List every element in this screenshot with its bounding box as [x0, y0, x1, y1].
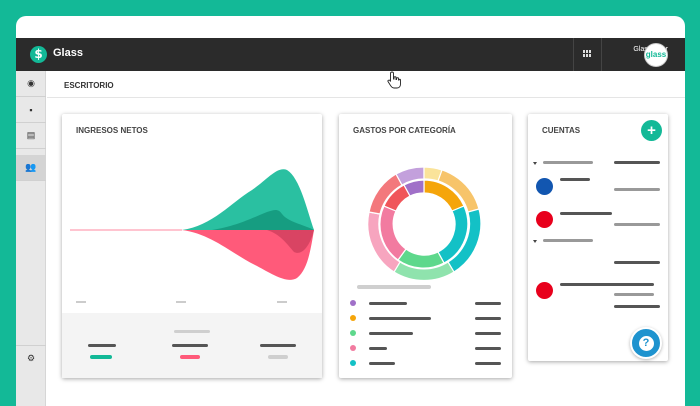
- legend-value: [475, 347, 501, 350]
- document-icon[interactable]: ▤: [16, 123, 46, 149]
- caret-down-icon[interactable]: [533, 240, 537, 243]
- balance-indicator: [268, 355, 288, 359]
- question-icon[interactable]: ?: [638, 335, 654, 351]
- tick-mark: [176, 301, 186, 303]
- expense-area-inner: [267, 230, 314, 253]
- divider: [601, 38, 602, 71]
- card-title: INGRESOS NETOS: [76, 126, 148, 135]
- caret-down-icon[interactable]: [533, 162, 537, 165]
- account-balance: [614, 293, 654, 296]
- cuentas-card: CUENTAS +: [528, 114, 668, 361]
- breadcrumb: ESCRITORIO: [47, 71, 685, 98]
- legend-value: [475, 362, 501, 365]
- account-name[interactable]: [560, 178, 590, 181]
- account-balance: [614, 188, 660, 191]
- legend-label: [369, 332, 413, 335]
- users-icon[interactable]: 👥: [16, 155, 46, 181]
- gear-icon[interactable]: ⚙: [16, 345, 46, 371]
- app-title: Glass: [53, 47, 83, 59]
- expense-area-outer: [70, 230, 314, 280]
- page-title: ESCRITORIO: [64, 81, 114, 90]
- account-icon[interactable]: [536, 282, 553, 299]
- account-icon[interactable]: [536, 211, 553, 228]
- legend-label: [369, 347, 387, 350]
- summary-value: [88, 344, 116, 347]
- summary-value: [172, 344, 208, 347]
- legend-value: [475, 302, 501, 305]
- avatar[interactable]: glass: [644, 43, 668, 67]
- legend-value: [475, 332, 501, 335]
- account-name[interactable]: [560, 212, 612, 215]
- dollar-logo-icon[interactable]: $: [30, 46, 47, 63]
- legend-dot: [350, 345, 356, 351]
- legend-dot: [350, 360, 356, 366]
- hand-cursor-icon: [387, 71, 401, 89]
- group-total: [614, 161, 660, 164]
- tick-mark: [277, 301, 287, 303]
- legend-value: [475, 317, 501, 320]
- book-icon[interactable]: ▪: [16, 97, 46, 123]
- income-indicator: [90, 355, 112, 359]
- inner-segment-purple: [403, 179, 425, 197]
- tick-mark: [76, 301, 86, 303]
- income-area-inner: [212, 210, 314, 230]
- ingresos-netos-card: INGRESOS NETOS: [62, 114, 322, 378]
- legend-label: [369, 302, 407, 305]
- legend-dot: [350, 300, 356, 306]
- apps-grid-icon[interactable]: [583, 50, 592, 58]
- eye-icon[interactable]: ◉: [16, 71, 46, 97]
- account-balance: [614, 305, 660, 308]
- income-area-outer: [70, 169, 314, 230]
- account-icon[interactable]: [536, 178, 553, 195]
- add-account-button[interactable]: +: [641, 120, 662, 141]
- help-button[interactable]: ?: [630, 327, 662, 359]
- legend-label: [369, 317, 431, 320]
- summary-label: [174, 330, 210, 333]
- group-label: [543, 161, 593, 164]
- account-name[interactable]: [560, 283, 654, 286]
- expense-indicator: [180, 355, 200, 359]
- gastos-por-categoria-card: GASTOS POR CATEGORÍA: [339, 114, 512, 378]
- card-title: CUENTAS: [542, 126, 581, 135]
- app-window: $ Glass Glass User @astro glass ◉ ▪ ▤ 👥 …: [16, 16, 685, 406]
- legend-dot: [350, 315, 356, 321]
- legend-label: [369, 362, 395, 365]
- account-balance: [614, 223, 660, 226]
- summary-value: [260, 344, 296, 347]
- stream-graph: [70, 169, 314, 303]
- outer-segment-yellow: [423, 166, 443, 182]
- card-title: GASTOS POR CATEGORÍA: [353, 126, 456, 135]
- legend-dot: [350, 330, 356, 336]
- group-total: [614, 261, 660, 264]
- sidebar: ◉ ▪ ▤ 👥 ⚙: [16, 71, 46, 406]
- group-label: [543, 239, 593, 242]
- divider: [573, 38, 574, 71]
- total-label: [357, 285, 431, 289]
- top-bar: $ Glass Glass User @astro glass: [16, 38, 685, 71]
- donut-chart: [367, 166, 482, 282]
